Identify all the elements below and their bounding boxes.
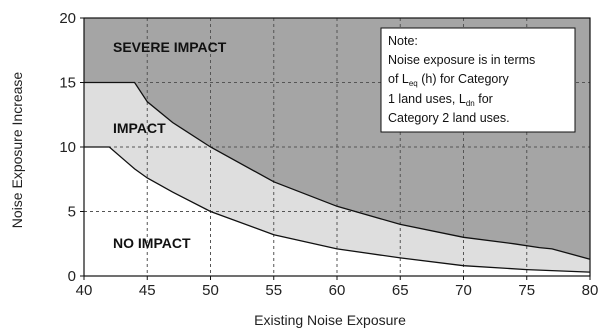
note-line-1: Note: xyxy=(388,34,418,48)
y-tick-labels: 0 5 10 15 20 xyxy=(59,10,84,285)
x-tick-label: 60 xyxy=(329,282,346,299)
severe-threshold-line xyxy=(84,81,591,260)
x-tick-label: 75 xyxy=(518,282,535,299)
y-tick-label: 5 xyxy=(68,204,76,221)
x-tick-label: 50 xyxy=(202,282,219,299)
y-tick-label: 10 xyxy=(59,139,76,156)
note-box-frame xyxy=(380,27,576,133)
note-line-5: Category 2 land uses. xyxy=(388,111,510,125)
note-line-3-pre: of L xyxy=(388,72,409,86)
threshold-curves xyxy=(84,81,591,273)
note-line-4-pre: 1 land uses, L xyxy=(388,92,466,106)
severe-impact-label: SEVERE IMPACT xyxy=(113,39,227,55)
note-box: Note: Noise exposure is in terms of Leq … xyxy=(380,27,576,133)
x-tick-label: 65 xyxy=(392,282,409,299)
note-line-4: 1 land uses, Ldn for xyxy=(388,92,493,108)
x-tick-label: 55 xyxy=(265,282,282,299)
note-line-3-post: (h) for Category xyxy=(418,72,510,86)
note-line-3-sub: eq xyxy=(409,79,418,88)
note-line-4-post: for xyxy=(475,92,493,106)
impact-threshold-line xyxy=(84,146,591,273)
no-impact-label: NO IMPACT xyxy=(113,235,191,251)
x-tick-label: 70 xyxy=(455,282,472,299)
y-tick-label: 0 xyxy=(68,268,76,285)
impact-label: IMPACT xyxy=(113,120,166,136)
x-tick-label: 80 xyxy=(582,282,599,299)
x-axis-label: Existing Noise Exposure xyxy=(254,312,406,328)
y-tick-label: 15 xyxy=(59,75,76,92)
no-impact-region xyxy=(84,147,590,276)
note-line-3: of Leq (h) for Category xyxy=(388,72,510,88)
x-tick-label: 40 xyxy=(76,282,93,299)
y-tick-label: 20 xyxy=(59,10,76,27)
y-axis-label: Noise Exposure Increase xyxy=(9,72,25,229)
x-tick-label: 45 xyxy=(139,282,156,299)
note-line-4-sub: dn xyxy=(466,99,475,108)
x-tick-labels: 40 45 50 55 60 65 70 75 80 xyxy=(76,276,599,299)
note-line-2: Noise exposure is in terms xyxy=(388,53,535,67)
